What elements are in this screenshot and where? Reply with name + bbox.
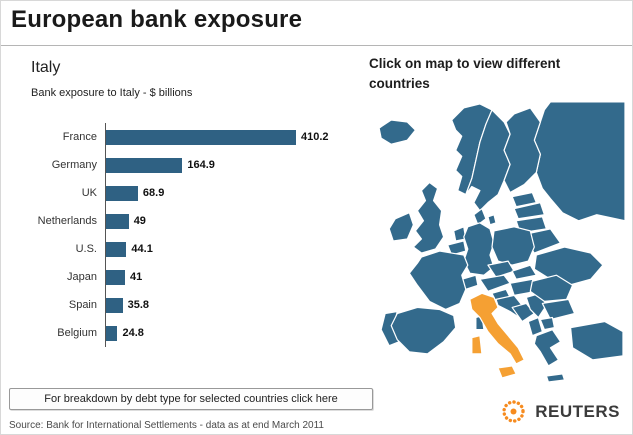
- map-country[interactable]: [527, 316, 543, 337]
- bar: [106, 325, 118, 341]
- map-country[interactable]: [447, 240, 467, 256]
- bar-label: France: [62, 131, 97, 143]
- bar: [106, 213, 129, 229]
- europe-map-container[interactable]: [363, 101, 625, 395]
- bar-label: UK: [81, 187, 97, 199]
- map-country[interactable]: [408, 250, 469, 311]
- bar-value: 24.8: [122, 327, 144, 339]
- map-country[interactable]: [412, 181, 445, 254]
- map-country[interactable]: [463, 222, 495, 276]
- bar: [106, 157, 183, 173]
- map-country[interactable]: [533, 246, 604, 286]
- bar-row: U.S. 44.1: [21, 235, 369, 263]
- title-divider: [1, 45, 632, 46]
- bar: [106, 269, 125, 285]
- map-country[interactable]: [533, 101, 625, 222]
- bar-value: 68.9: [142, 187, 165, 199]
- bar-area: 35.8: [105, 291, 149, 319]
- bar-area: 68.9: [105, 179, 164, 207]
- map-country[interactable]: [487, 214, 497, 226]
- bar: [106, 297, 123, 313]
- bar-label: Germany: [51, 159, 97, 171]
- bar-value: 164.9: [187, 159, 215, 171]
- map-country[interactable]: [378, 119, 417, 145]
- bar-value: 41: [129, 271, 143, 283]
- bar-label: U.S.: [75, 243, 97, 255]
- map-country[interactable]: [513, 202, 545, 220]
- europe-map[interactable]: [363, 101, 625, 395]
- map-country[interactable]: [541, 298, 576, 321]
- bar-row: Belgium 24.8: [21, 319, 369, 347]
- map-country[interactable]: [388, 212, 414, 242]
- bar-rows: France 410.2 Germany 164.9 UK 68.9 Netherlands…: [21, 123, 369, 347]
- brand-wordmark: REUTERS: [535, 401, 620, 421]
- bar-row: Spain 35.8: [21, 291, 369, 319]
- bar: [106, 185, 138, 201]
- bar-value: 49: [133, 215, 146, 227]
- bar-chart: France 410.2 Germany 164.9 UK 68.9 Netherlands…: [21, 123, 369, 347]
- bar-area: 24.8: [105, 319, 144, 347]
- bar: [106, 129, 296, 145]
- bar-value: 44.1: [131, 243, 153, 255]
- reuters-logo-icon: [502, 400, 525, 423]
- bar-area: 164.9: [105, 151, 215, 179]
- bar-row: Netherlands 49: [21, 207, 369, 235]
- map-country-italy-sicily[interactable]: [497, 365, 517, 379]
- chart-subtitle: Bank exposure to Italy - $ billions: [31, 87, 193, 99]
- bar-area: 410.2: [105, 123, 329, 151]
- bar-row: France 410.2: [21, 123, 369, 151]
- reuters-brand: REUTERS: [500, 398, 620, 425]
- map-country[interactable]: [569, 320, 624, 361]
- map-country-italy[interactable]: [469, 292, 525, 365]
- map-country[interactable]: [511, 191, 537, 208]
- bar-row: Germany 164.9: [21, 151, 369, 179]
- bar-value: 410.2: [301, 131, 329, 143]
- map-country[interactable]: [533, 329, 562, 367]
- map-country-italy-sardinia[interactable]: [471, 335, 483, 355]
- bar-row: Japan 41: [21, 263, 369, 291]
- bar-label: Belgium: [57, 327, 97, 339]
- map-country[interactable]: [503, 107, 541, 194]
- bar-label: Netherlands: [37, 215, 97, 227]
- map-country[interactable]: [511, 264, 537, 280]
- source-text: Source: Bank for International Settlemen…: [9, 420, 324, 431]
- bar-area: 44.1: [105, 235, 153, 263]
- bar-area: 41: [105, 263, 142, 291]
- map-instruction: Click on map to view different countries: [369, 56, 561, 92]
- bar: [106, 241, 127, 257]
- bar-area: 49: [105, 207, 146, 235]
- map-country[interactable]: [473, 208, 487, 226]
- page-title: European bank exposure: [11, 6, 303, 33]
- bar-label: Spain: [68, 299, 97, 311]
- bar-row: UK 68.9: [21, 179, 369, 207]
- map-country[interactable]: [390, 306, 457, 355]
- breakdown-button[interactable]: For breakdown by debt type for selected …: [9, 388, 373, 410]
- bar-value: 35.8: [127, 299, 149, 311]
- map-country[interactable]: [491, 226, 535, 266]
- map-country[interactable]: [545, 373, 566, 383]
- chart-country-title: Italy: [31, 59, 61, 76]
- map-country[interactable]: [539, 316, 556, 331]
- bar-label: Japan: [67, 271, 97, 283]
